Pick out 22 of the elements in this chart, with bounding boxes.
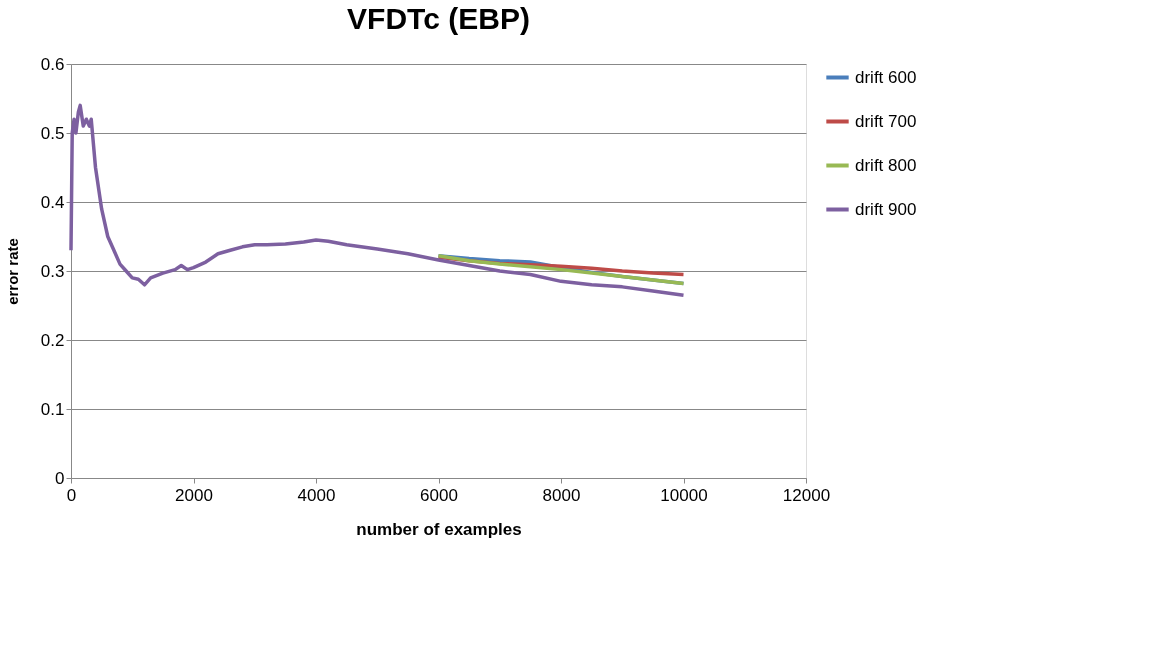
y-tick-label: 0.2 <box>40 330 65 350</box>
y-tick-label: 0.6 <box>40 54 65 74</box>
chart-title: VFDTc (EBP) <box>347 2 530 35</box>
x-tick-label: 2000 <box>175 485 213 505</box>
legend-label: drift 800 <box>855 155 917 175</box>
y-tick-label: 0.4 <box>40 192 65 212</box>
y-tick-label: 0.3 <box>40 261 65 281</box>
x-axis-title: number of examples <box>356 519 522 539</box>
y-tick-label: 0.5 <box>40 123 65 143</box>
line-series <box>69 103 686 297</box>
y-tick-label: 0.1 <box>40 399 65 419</box>
y-axis-title: error rate <box>3 238 21 305</box>
x-tick-label: 8000 <box>542 485 581 505</box>
x-tick-label: 6000 <box>420 485 458 505</box>
x-tick-label: 12000 <box>782 485 831 505</box>
y-tick-label: 0 <box>55 468 65 488</box>
legend-label: drift 600 <box>855 67 917 87</box>
line-series <box>436 254 686 286</box>
legend-label: drift 900 <box>855 199 917 219</box>
x-tick-label: 10000 <box>660 485 708 505</box>
legend-label: drift 700 <box>855 111 917 131</box>
x-tick-label: 4000 <box>297 485 336 505</box>
